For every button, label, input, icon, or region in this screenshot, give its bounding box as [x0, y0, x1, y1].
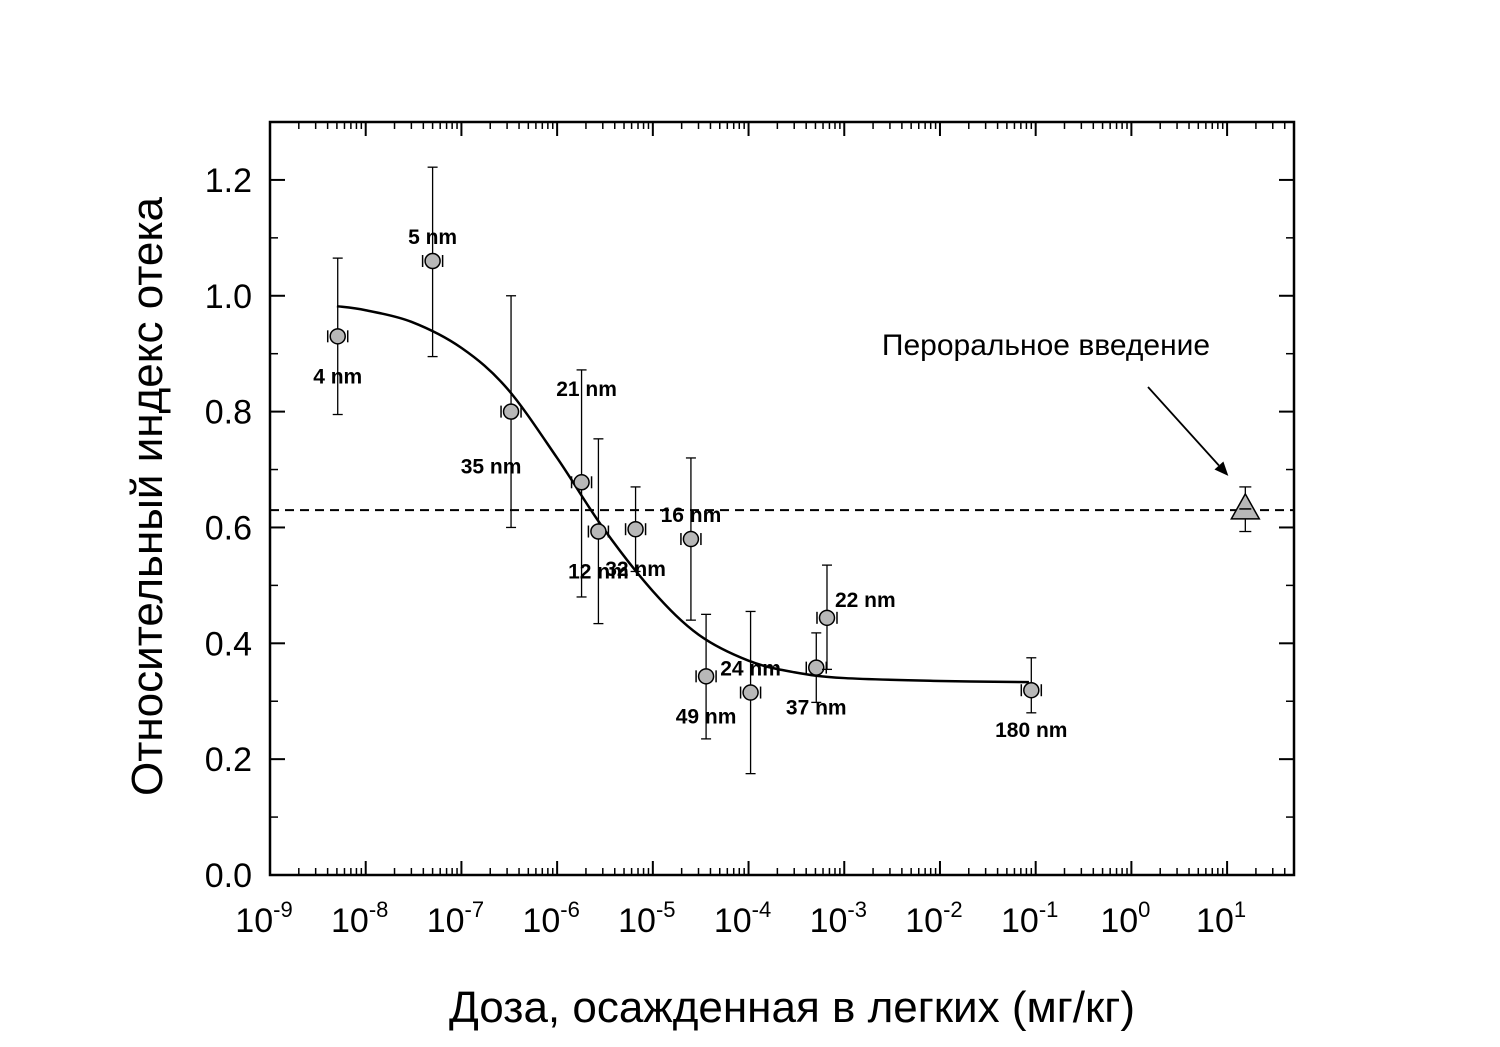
x-tick-base: 10 — [522, 902, 560, 940]
data-point-marker — [329, 328, 346, 345]
x-tick-base: 10 — [905, 902, 943, 940]
data-point-label: 24 nm — [720, 658, 781, 681]
x-tick-label: 10-6 — [522, 897, 579, 940]
x-tick-base: 10 — [714, 902, 752, 940]
data-point-marker — [682, 530, 700, 548]
x-tick-label: 100 — [1100, 897, 1150, 940]
x-tick-base: 10 — [427, 902, 465, 940]
x-tick-base: 10 — [1100, 902, 1138, 940]
x-tick-label: 10-4 — [714, 897, 771, 940]
data-point-label: 16 nm — [661, 504, 722, 527]
data-point-label: 180 nm — [995, 719, 1067, 742]
x-tick-label: 101 — [1196, 897, 1246, 940]
x-tick-exponent: -8 — [369, 897, 389, 922]
data-point-group: 21 nm — [556, 369, 617, 598]
oral-annotation-arrowhead — [1214, 461, 1229, 476]
x-tick-exponent: -5 — [656, 897, 676, 922]
y-tick-labels: 0.0 0.2 0.4 0.6 0.8 1.0 1.2 — [205, 162, 252, 895]
x-tick-exponent: -1 — [1039, 897, 1059, 922]
x-tick-label: 10-8 — [331, 897, 388, 940]
oral-point-triangle — [1230, 492, 1261, 520]
plot-frame — [268, 120, 1296, 877]
y-tick-label: 0.2 — [205, 741, 252, 779]
data-point-group: 37 nm — [786, 632, 847, 720]
data-point-label: 32 nm — [605, 558, 666, 581]
x-tick-exponent: -2 — [943, 897, 963, 922]
data-point-group: 35 nm — [461, 295, 522, 529]
data-point-group: 49 nm — [676, 613, 737, 740]
y-tick-label: 0.0 — [205, 857, 252, 895]
x-tick-labels: 10-9 10-8 10-7 10-6 10-5 10-4 10-3 10-2 10-1 100 1… — [235, 897, 1246, 940]
x-tick-base: 10 — [618, 902, 656, 940]
data-point-marker — [1023, 681, 1040, 699]
oral-point-group — [1230, 486, 1261, 533]
data-point-group: 180 nm — [995, 657, 1067, 742]
x-tick-label: 10-5 — [618, 897, 675, 940]
data-point-marker — [697, 668, 715, 685]
x-tick-exponent: -6 — [560, 897, 580, 922]
data-point-marker — [627, 520, 644, 538]
y-tick-label: 0.8 — [205, 394, 252, 432]
data-point-group: 32 nm — [605, 486, 666, 581]
x-tick-label: 10-1 — [1001, 897, 1058, 940]
y-tick-label: 1.0 — [205, 278, 252, 316]
x-tick-exponent: -4 — [752, 897, 772, 922]
x-tick-label: 10-2 — [905, 897, 962, 940]
data-point-group: 5 nm — [408, 166, 457, 358]
x-tick-base: 10 — [810, 902, 848, 940]
x-tick-exponent: -3 — [847, 897, 867, 922]
oral-annotation-text: Пероральное введение — [882, 329, 1210, 362]
data-point-label: 49 nm — [676, 705, 737, 728]
x-tick-exponent: -9 — [273, 897, 293, 922]
data-point-group: 24 nm — [720, 610, 781, 775]
x-tick-base: 10 — [331, 902, 369, 940]
data-point-marker — [818, 609, 836, 627]
data-point-label: 21 nm — [556, 378, 617, 401]
x-tick-label: 10-3 — [810, 897, 867, 940]
data-point-label: 4 nm — [313, 365, 362, 388]
fit-curve-group — [336, 304, 1029, 684]
data-point-label: 22 nm — [835, 589, 896, 612]
data-point-marker — [590, 523, 607, 540]
data-point-marker — [424, 252, 441, 270]
data-point-group: 16 nm — [661, 457, 722, 621]
data-point-label: 12 nm — [568, 561, 629, 584]
data-point-marker — [502, 403, 520, 420]
x-tick-exponent: 0 — [1138, 897, 1150, 922]
x-axis-title: Доза, осажденная в легких (мг/кг) — [449, 983, 1135, 1032]
data-point-marker — [573, 474, 590, 491]
x-tick-label: 10-7 — [427, 897, 484, 940]
y-axis-title: Относительный индекс отека — [123, 196, 172, 796]
data-point-label: 35 nm — [461, 456, 522, 479]
fit-curve — [336, 304, 1029, 684]
y-tick-label: 1.2 — [205, 162, 252, 200]
x-tick-label: 10-9 — [235, 897, 292, 940]
data-point-group: 4 nm — [313, 257, 362, 416]
x-tick-exponent: 1 — [1234, 897, 1246, 922]
data-point-group: 22 nm — [816, 564, 896, 671]
data-point-marker — [742, 684, 759, 701]
data-point-marker — [808, 659, 825, 676]
y-tick-label: 0.4 — [205, 625, 252, 663]
x-tick-exponent: -7 — [465, 897, 485, 922]
oral-annotation-arrow — [1147, 386, 1220, 467]
data-point-label: 5 nm — [408, 226, 457, 249]
x-tick-base: 10 — [1001, 902, 1039, 940]
data-point-group: 12 nm — [568, 438, 629, 625]
y-tick-label: 0.6 — [205, 509, 252, 547]
data-point-label: 37 nm — [786, 697, 847, 720]
x-tick-base: 10 — [235, 902, 273, 940]
x-tick-base: 10 — [1196, 902, 1234, 940]
